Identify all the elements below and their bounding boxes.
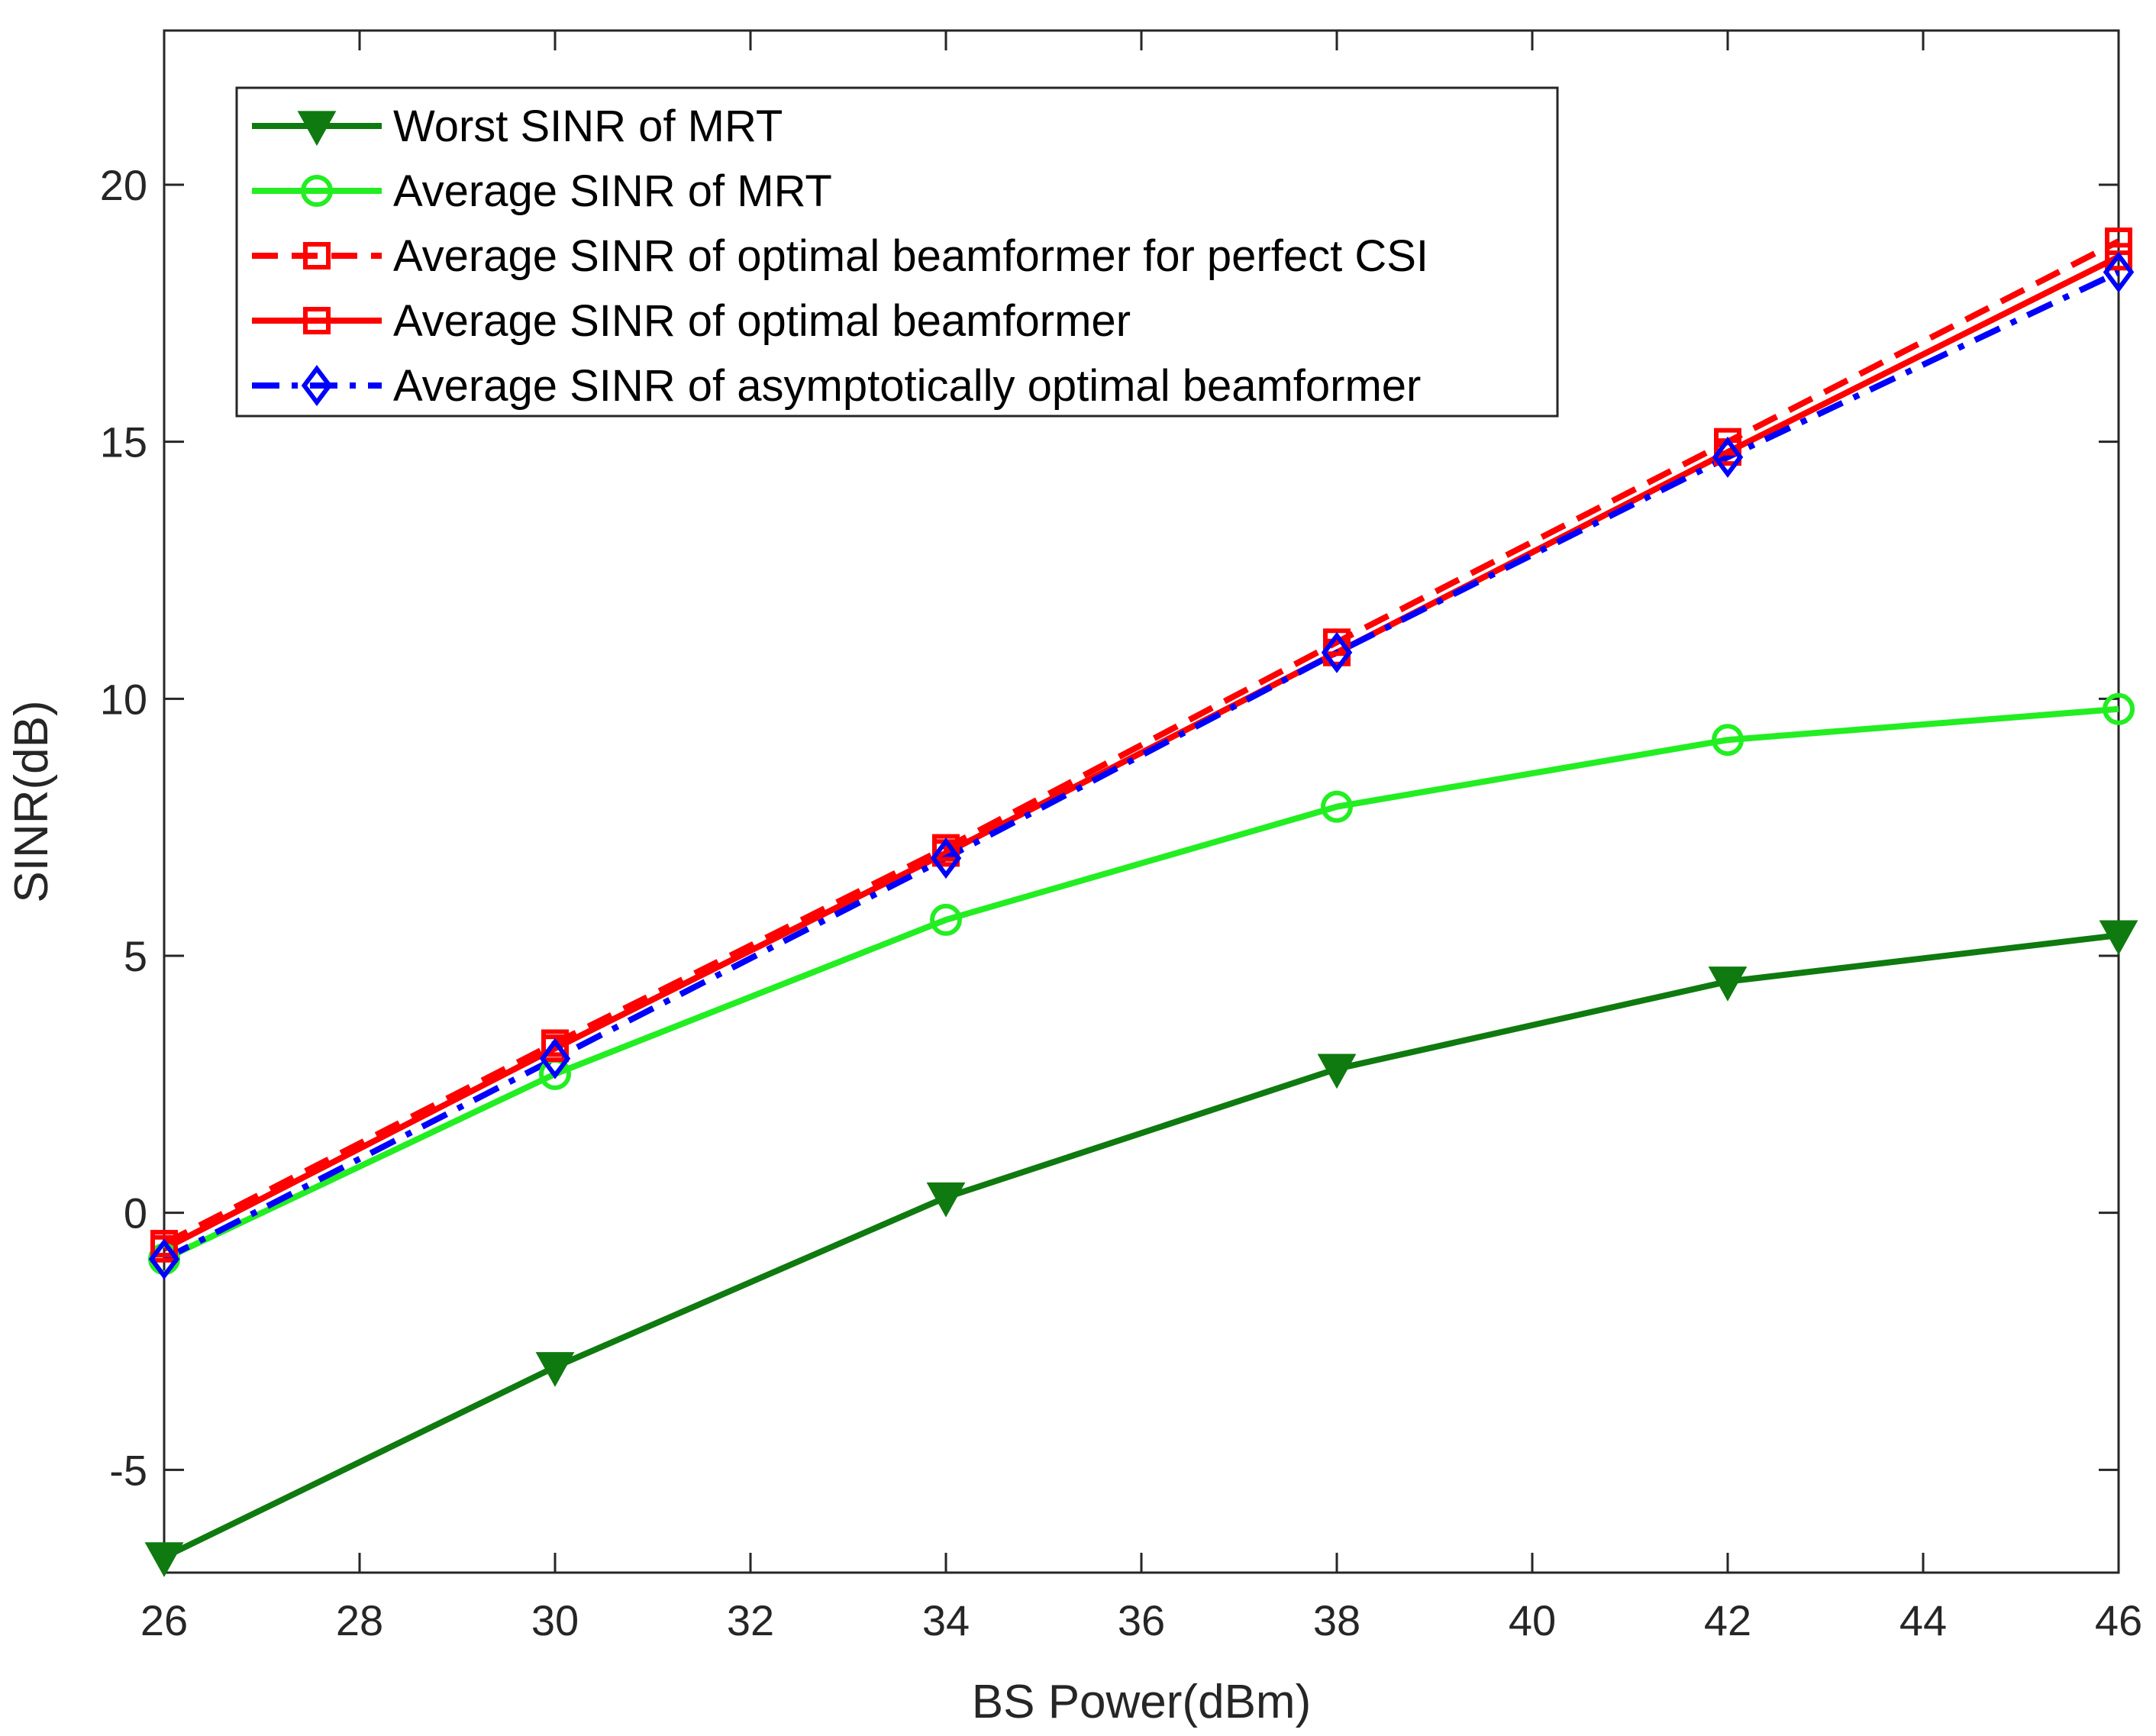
x-tick-label-26: 26 [140, 1596, 188, 1644]
legend-marker-0 [297, 111, 337, 147]
y-axis-label: SINR(dB) [5, 700, 58, 902]
legend-marker-2 [303, 242, 331, 269]
series-line-3 [163, 253, 2120, 1252]
x-tick-label-34: 34 [922, 1596, 970, 1644]
series-1-point-2 [930, 903, 962, 936]
series-markers [144, 227, 2138, 1577]
legend-marker-3 [303, 307, 331, 334]
x-tick-label-38: 38 [1313, 1596, 1360, 1644]
y-tick-label-2: 5 [124, 932, 147, 980]
series-1-point-4 [1712, 724, 1744, 757]
series-line-2 [163, 238, 2120, 1247]
x-tick-label-42: 42 [1704, 1596, 1751, 1644]
axis-ticks: 26 28 30 32 34 36 38 40 42 44 46 -5 0 5 10 15 20 [100, 31, 2142, 1644]
series-0-point-3 [1317, 1054, 1357, 1089]
series-3-point-0 [150, 1234, 178, 1263]
series-1-point-5 [2103, 692, 2135, 725]
series-0-point-5 [2099, 920, 2138, 956]
legend-label-2: Average SINR of optimal beamformer for p… [393, 231, 1428, 281]
series-4-point-5 [2103, 251, 2135, 293]
x-tick-label-32: 32 [727, 1596, 774, 1644]
y-tick-label-5: 20 [100, 161, 147, 209]
series-4-point-1 [539, 1037, 571, 1079]
legend-label-0: Worst SINR of MRT [393, 102, 783, 151]
series-3-point-1 [541, 1034, 569, 1063]
x-tick-label-40: 40 [1509, 1596, 1556, 1644]
legend-marker-1 [301, 175, 333, 207]
series-line-1 [163, 705, 2119, 1262]
x-tick-label-46: 46 [2095, 1596, 2142, 1644]
legend: Worst SINR of MRT Average SINR of MRT Aver… [235, 86, 1559, 418]
y-tick-label-1: 0 [124, 1189, 147, 1237]
y-tick-label-0: -5 [109, 1446, 147, 1494]
series-4-point-3 [1321, 631, 1353, 673]
x-tick-label-30: 30 [531, 1596, 579, 1644]
y-tick-label-3: 10 [100, 675, 147, 723]
series-line-4 [163, 269, 2120, 1262]
x-tick-label-28: 28 [336, 1596, 383, 1644]
legend-marker-4 [301, 365, 333, 406]
x-axis-label: BS Power(dBm) [972, 1676, 1311, 1728]
series-lines [163, 238, 2120, 1560]
legend-label-1: Average SINR of MRT [393, 166, 832, 216]
x-tick-label-36: 36 [1118, 1596, 1165, 1644]
legend-box [235, 86, 1559, 418]
legend-label-4: Average SINR of asymptotically optimal b… [393, 361, 1421, 411]
series-line-0 [163, 932, 2119, 1560]
series-4-point-4 [1712, 436, 1744, 478]
series-1-point-3 [1321, 790, 1353, 823]
series-0-point-0 [144, 1542, 184, 1577]
series-4-point-2 [930, 837, 962, 879]
series-3-point-5 [2105, 243, 2132, 271]
series-0-point-4 [1708, 966, 1748, 1002]
series-0-point-2 [926, 1182, 966, 1218]
y-tick-label-4: 15 [100, 418, 147, 466]
series-0-point-1 [535, 1352, 575, 1387]
x-tick-label-44: 44 [1899, 1596, 1947, 1644]
series-4-point-0 [148, 1238, 180, 1280]
legend-label-3: Average SINR of optimal beamformer [393, 296, 1131, 346]
